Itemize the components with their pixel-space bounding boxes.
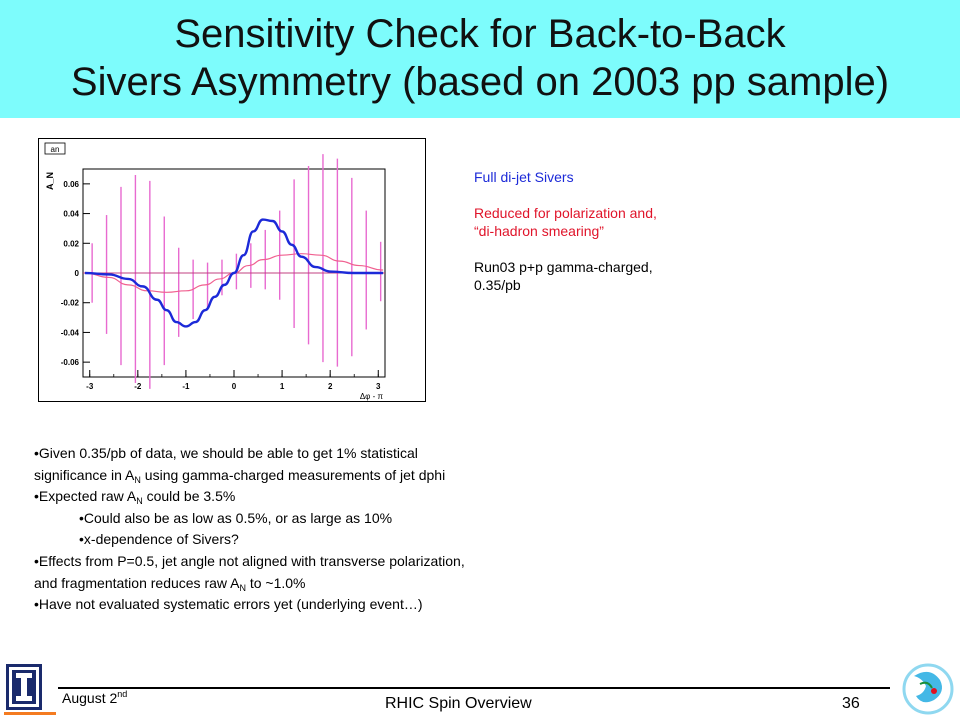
y-tick-label-2: -0.02 xyxy=(61,299,80,308)
university-logo-icon xyxy=(4,662,56,723)
bullet-2a: •Could also be as low as 0.5%, or as lar… xyxy=(79,509,393,526)
title-line-1: Sensitivity Check for Back-to-Back xyxy=(174,12,786,56)
x-tick-label-4: 1 xyxy=(280,382,285,391)
slide-title: Sensitivity Check for Back-to-Back Siver… xyxy=(0,10,960,106)
title-bar xyxy=(0,0,960,118)
y-tick-label-6: 0.06 xyxy=(63,180,79,189)
y-tick-label-4: 0.02 xyxy=(63,239,79,248)
hist-name-box xyxy=(44,142,66,155)
page-number: 36 xyxy=(842,695,860,712)
bullet-2: •Expected raw AN could be 3.5% xyxy=(34,488,236,507)
y-tick-label-1: -0.04 xyxy=(61,328,80,337)
y-tick-label-3: 0 xyxy=(75,269,80,278)
legend-red-1: Reduced for polarization and, xyxy=(474,205,657,221)
legend-black-2: 0.35/pb xyxy=(474,277,521,293)
footer-rule xyxy=(58,687,890,689)
legend-blue: Full di-jet Sivers xyxy=(474,169,574,185)
bullet-list: •Given 0.35/pb of data, we should be abl… xyxy=(34,443,634,616)
x-tick-label-6: 3 xyxy=(376,382,381,391)
x-tick-label-3: 0 xyxy=(232,382,237,391)
bullet-3a: •Effects from P=0.5, jet angle not align… xyxy=(34,552,465,569)
bullet-1b: significance in AN using gamma-charged m… xyxy=(34,466,446,485)
full-sivers-curve xyxy=(84,218,384,328)
bullet-4: •Have not evaluated systematic errors ye… xyxy=(34,596,423,613)
footer-title: RHIC Spin Overview xyxy=(385,695,532,712)
legend: Full di-jet Sivers Reduced for polarizat… xyxy=(474,168,657,294)
bullet-1a: •Given 0.35/pb of data, we should be abl… xyxy=(34,445,418,461)
asymmetry-chart: an -0.06 -0.04 -0.02 0 0.02 0.04 0.06 -3 -2 -1 0 1 2 3… xyxy=(44,142,386,401)
x-tick-label-2: -1 xyxy=(182,382,190,391)
footer-date: August 2nd xyxy=(62,689,128,707)
y-tick-label-0: -0.06 xyxy=(61,358,80,367)
legend-red-2: “di-hadron smearing” xyxy=(474,223,604,239)
x-tick-label-1: -2 xyxy=(134,382,142,391)
x-tick-label-5: 2 xyxy=(328,382,333,391)
y-axis-label: A_N xyxy=(45,172,55,190)
legend-black-1: Run03 p+p gamma-charged, xyxy=(474,259,653,275)
bullet-2b: •x-dependence of Sivers? xyxy=(79,531,239,548)
y-tick-label-5: 0.04 xyxy=(63,210,79,219)
title-line-2: Sivers Asymmetry (based on 2003 pp sampl… xyxy=(70,60,890,104)
bullet-3b: and fragmentation reduces raw AN to ~1.0… xyxy=(34,574,306,593)
hist-name-label: an xyxy=(51,145,60,154)
rhic-logo-icon xyxy=(900,660,956,723)
plot-frame: an -0.06 -0.04 -0.02 0 0.02 0.04 0.06 -3 -2 -1 0 1 2 3… xyxy=(38,138,426,402)
x-axis-label: Δφ - π xyxy=(360,392,384,401)
x-tick-label-0: -3 xyxy=(86,382,94,391)
